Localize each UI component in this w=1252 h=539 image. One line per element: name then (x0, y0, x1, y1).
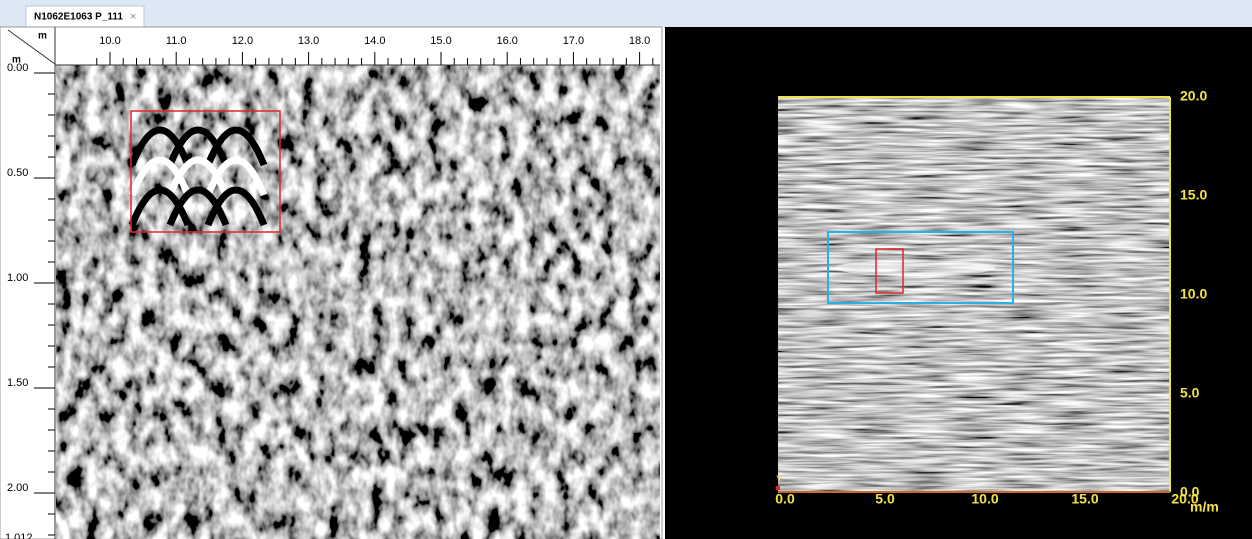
x-tick-label: 5.0 (875, 491, 895, 507)
x-tick-label: 10.0 (99, 35, 120, 47)
y-tick-label: 15.0 (1180, 187, 1207, 203)
y-tick-label: 20.0 (1180, 88, 1207, 104)
tab-title: N1062E1063 P_111 (34, 12, 123, 23)
x-tick-label: 17.0 (563, 35, 584, 47)
y-tick-label: 0.0 (1180, 484, 1200, 500)
x-tick-label: 11.0 (166, 35, 187, 47)
screen: N1062E1063 P_111 × m m Y m/m 10.011.012.… (0, 0, 1252, 539)
x-tick-label: 13.0 (298, 35, 319, 47)
bottom-label: 1.012 (5, 532, 33, 539)
x-tick-label: 14.0 (364, 35, 385, 47)
axis-gizmo (776, 486, 780, 490)
y-tick-label: 0.50 (7, 167, 28, 179)
x-tick-label: 18.0 (629, 35, 650, 47)
y-tick-label: 5.0 (1180, 385, 1200, 401)
y-tick-label: 1.50 (7, 377, 28, 389)
x-tick-label: 15.0 (1071, 491, 1098, 507)
anomaly (835, 260, 995, 276)
x-tick-label: 12.0 (232, 35, 253, 47)
tab-bar (0, 0, 1252, 27)
x-tick-label: 0.0 (775, 491, 795, 507)
y-tick-label: 1.00 (7, 272, 28, 284)
x-tick-label: 15.0 (430, 35, 451, 47)
y-tick-label: 0.00 (7, 62, 28, 74)
depth-slice (778, 97, 1170, 492)
page: N1062E1063 P_111 × m m Y m/m 10.011.012.… (0, 0, 1252, 539)
tab-close[interactable]: × (130, 11, 136, 23)
x-unit: m (38, 31, 47, 42)
x-tick-label: 16.0 (496, 35, 517, 47)
axis-gizmo-label: Y (776, 475, 783, 486)
x-tick-label: 10.0 (971, 491, 998, 507)
y-tick-label: 2.00 (7, 482, 28, 494)
y-tick-label: 10.0 (1180, 286, 1207, 302)
